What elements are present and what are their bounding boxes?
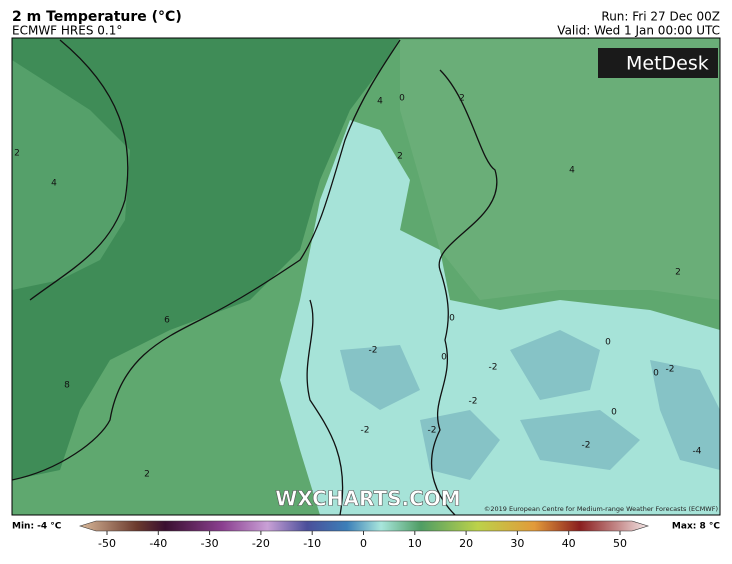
colorbar-tick-label: 30 [510, 537, 524, 550]
colorbar-tick-label: -50 [98, 537, 116, 550]
contour-label: -2 [361, 426, 370, 436]
contour-label: 0 [653, 369, 659, 379]
contour-label: 0 [605, 338, 611, 348]
colorbar-tick-label: -10 [303, 537, 321, 550]
colorbar-tick-label: -40 [149, 537, 167, 550]
contour-label: 8 [64, 381, 70, 391]
map: MetDesk WXCHARTS.COM ©2019 European Cent… [12, 38, 720, 515]
contour-label: 0 [449, 314, 455, 324]
map-frame [11, 37, 721, 516]
colorbar-tick-label: 50 [613, 537, 627, 550]
contour-label: -2 [489, 363, 498, 373]
coastline [12, 39, 498, 515]
contour-label: 0 [441, 353, 447, 363]
contour-label: 0 [611, 408, 617, 418]
colorbar-tick-label: 0 [360, 537, 367, 550]
subtitle: ECMWF HRES 0.1° [12, 24, 122, 38]
contour-label: 4 [377, 97, 383, 107]
contour-label: 2 [675, 268, 681, 278]
contour-label: -4 [693, 447, 702, 457]
colorbar-tick-label: -30 [201, 537, 219, 550]
colorbar-tick-label: 20 [459, 537, 473, 550]
contour-label: 2 [459, 94, 465, 104]
contour-label: -2 [469, 397, 478, 407]
colorbar [78, 520, 650, 532]
contour-label: 2 [144, 470, 150, 480]
logo: MetDesk [626, 53, 709, 75]
land-east [400, 38, 720, 300]
contour-label: -2 [369, 346, 378, 356]
contour-label: -2 [582, 441, 591, 451]
contour-label: -2 [428, 426, 437, 436]
colorbar-tick-label: -20 [252, 537, 270, 550]
cold-area [280, 120, 720, 515]
contour-label: 2 [397, 152, 403, 162]
contour-label: 2 [14, 149, 20, 159]
copyright: ©2019 European Centre for Medium-range W… [484, 505, 718, 513]
colorbar-tick-label: 40 [562, 537, 576, 550]
contour-label: 4 [569, 166, 575, 176]
min-label: Min: -4 °C [12, 522, 62, 532]
watermark: WXCHARTS.COM [275, 487, 460, 511]
contour-label: 0 [399, 94, 405, 104]
logo-box [598, 48, 718, 78]
valid-time: Valid: Wed 1 Jan 00:00 UTC [557, 24, 720, 38]
max-label: Max: 8 °C [672, 522, 720, 532]
colorbar-tick-label: 10 [408, 537, 422, 550]
title: 2 m Temperature (°C) [12, 9, 182, 25]
contour-label: 6 [164, 316, 170, 326]
land-uk [12, 60, 130, 290]
contour-label: 4 [51, 179, 57, 189]
run-time: Run: Fri 27 Dec 00Z [601, 10, 720, 24]
contour-label: -2 [666, 365, 675, 375]
